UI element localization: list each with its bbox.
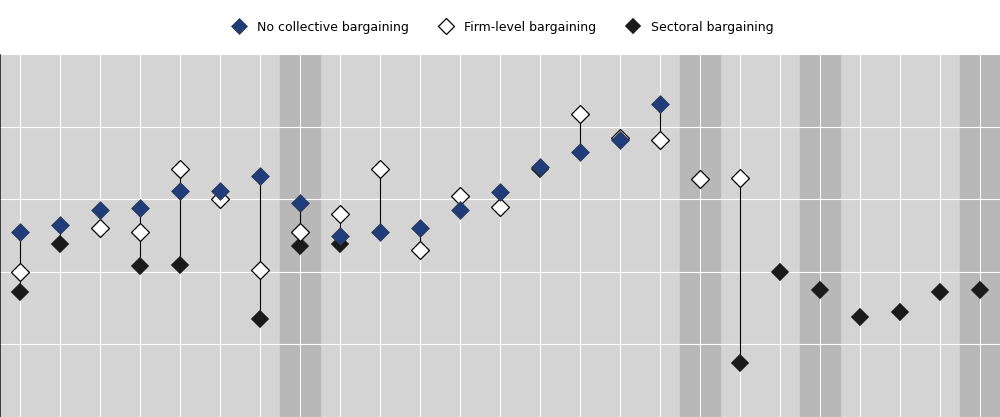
Bar <box>680 54 720 417</box>
Bar <box>800 54 840 417</box>
Bar <box>280 54 320 417</box>
Legend: No collective bargaining, Firm-level bargaining, Sectoral bargaining: No collective bargaining, Firm-level bar… <box>222 15 778 39</box>
Bar <box>960 54 1000 417</box>
